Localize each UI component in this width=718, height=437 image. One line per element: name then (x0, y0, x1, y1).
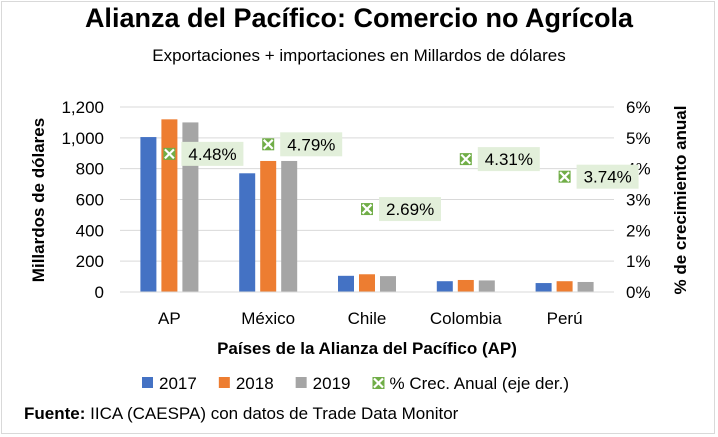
y-tick-label: 600 (76, 191, 104, 210)
bar-2017 (140, 137, 157, 292)
data-label: 4.48% (188, 145, 236, 164)
source-text: IICA (CAESPA) con datos de Trade Data Mo… (90, 404, 459, 423)
x-axis-title: Países de la Alianza del Pacífico (AP) (217, 339, 517, 358)
y-axis-title: Millardos de dólares (29, 118, 48, 282)
legend-swatch (218, 377, 230, 388)
bar-2019 (478, 280, 495, 292)
data-label-box (576, 164, 639, 189)
legend-swatch (142, 377, 153, 388)
bar-2018 (556, 281, 573, 292)
y-tick-label: 200 (76, 252, 104, 271)
y2-tick-label: 0% (626, 283, 651, 302)
data-label: 2.69% (386, 200, 434, 219)
chart-subtitle: Exportaciones + importaciones en Millard… (152, 46, 566, 65)
bar-2018 (359, 274, 375, 292)
data-label-box (181, 141, 244, 166)
y2-tick-label: 3% (626, 191, 651, 210)
y2-tick-label: 1% (626, 252, 651, 271)
data-label: 4.79% (287, 135, 335, 154)
growth-marker (558, 170, 571, 183)
y-tick-label: 400 (76, 221, 104, 240)
x-tick-label: Chile (348, 309, 387, 328)
data-label-box (477, 147, 540, 172)
bar-2017 (436, 281, 453, 292)
legend-label: 2018 (236, 374, 274, 393)
growth-marker (459, 153, 472, 166)
chart-title: Alianza del Pacífico: Comercio no Agríco… (84, 3, 634, 33)
bar-2017 (535, 283, 552, 292)
legend-label: 2019 (313, 374, 351, 393)
source-label: Fuente: (24, 404, 86, 423)
y-tick-label: 800 (76, 160, 104, 179)
x-tick-label: AP (158, 309, 181, 328)
growth-marker (361, 203, 373, 216)
bar-2017 (338, 275, 354, 292)
x-tick-label: México (241, 309, 295, 328)
bar-2019 (577, 281, 594, 292)
data-label-box (280, 132, 343, 157)
y-tick-label: 1,200 (61, 98, 104, 117)
data-label: 4.31% (485, 150, 533, 169)
data-label-box (379, 197, 441, 222)
legend-swatch (295, 377, 307, 388)
bar-2019 (281, 160, 298, 292)
y2-tick-label: 6% (626, 98, 651, 117)
legend-label: % Crec. Anual (eje der.) (389, 374, 569, 393)
y2-tick-label: 2% (626, 221, 651, 240)
y-tick-label: 0 (95, 283, 104, 302)
legend-label: 2017 (159, 374, 197, 393)
bar-2018 (161, 119, 178, 292)
y2-axis-title: % de crecimiento anual (671, 106, 690, 295)
legend-marker-icon (372, 377, 385, 389)
bar-2019 (380, 276, 396, 292)
source-note: Fuente: IICA (CAESPA) con datos de Trade… (24, 404, 458, 424)
x-tick-label: Colombia (430, 309, 502, 328)
x-tick-label: Perú (547, 309, 583, 328)
growth-marker (262, 138, 275, 151)
growth-marker (163, 147, 176, 160)
bar-2018 (457, 279, 474, 292)
y-tick-label: 1,000 (61, 129, 104, 148)
bar-2017 (239, 173, 256, 292)
bar-2018 (260, 160, 277, 292)
data-label: 3.74% (584, 168, 632, 187)
y2-tick-label: 5% (626, 129, 651, 148)
